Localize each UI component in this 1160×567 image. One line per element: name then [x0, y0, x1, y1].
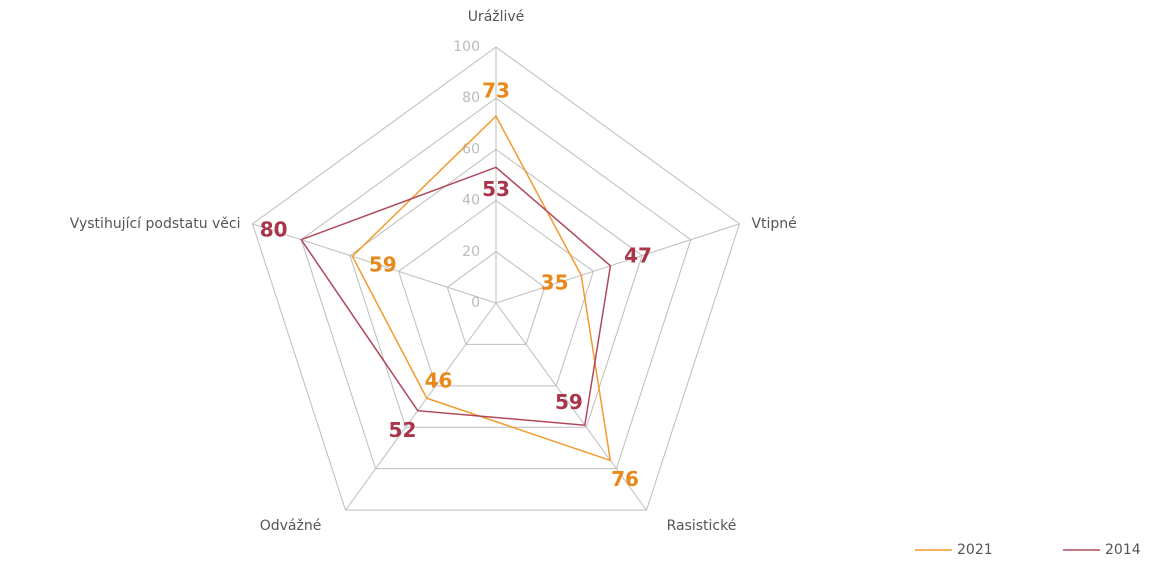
grid-line	[300, 97, 692, 470]
data-label: 47	[624, 243, 652, 267]
axis-spoke	[495, 302, 647, 511]
series-line	[351, 114, 612, 462]
data-label: 73	[482, 79, 510, 103]
y-tick-label: 20	[462, 244, 480, 260]
data-label: 52	[389, 418, 417, 442]
category-label: Odvážné	[260, 518, 322, 534]
y-tick-label: 40	[462, 193, 480, 209]
category-label: Vtipné	[751, 216, 796, 232]
grid-line	[251, 46, 741, 511]
y-tick-label: 100	[453, 39, 480, 55]
category-label: Urážlivé	[468, 9, 525, 25]
axis-spoke	[495, 223, 740, 304]
grid-line	[349, 148, 643, 428]
data-label: 59	[369, 253, 397, 277]
data-label: 80	[260, 217, 288, 241]
y-tick-label: 0	[471, 295, 480, 311]
y-tick-label: 80	[462, 90, 480, 106]
data-label: 76	[611, 467, 639, 491]
data-label: 46	[425, 369, 453, 393]
category-label: Vystihující podstatu věci	[70, 216, 241, 232]
series-line	[300, 166, 612, 427]
category-label: Rasistické	[667, 518, 737, 534]
data-label: 59	[555, 390, 583, 414]
grid-line	[398, 199, 594, 387]
data-label: 35	[541, 270, 569, 294]
y-tick-label: 60	[462, 141, 480, 157]
axis-spoke	[345, 302, 497, 511]
data-label: 53	[482, 177, 510, 201]
axis-spoke	[252, 223, 497, 304]
legend-label: 2014	[1105, 542, 1141, 558]
legend-label: 2021	[957, 542, 993, 558]
grid-line	[446, 251, 546, 345]
